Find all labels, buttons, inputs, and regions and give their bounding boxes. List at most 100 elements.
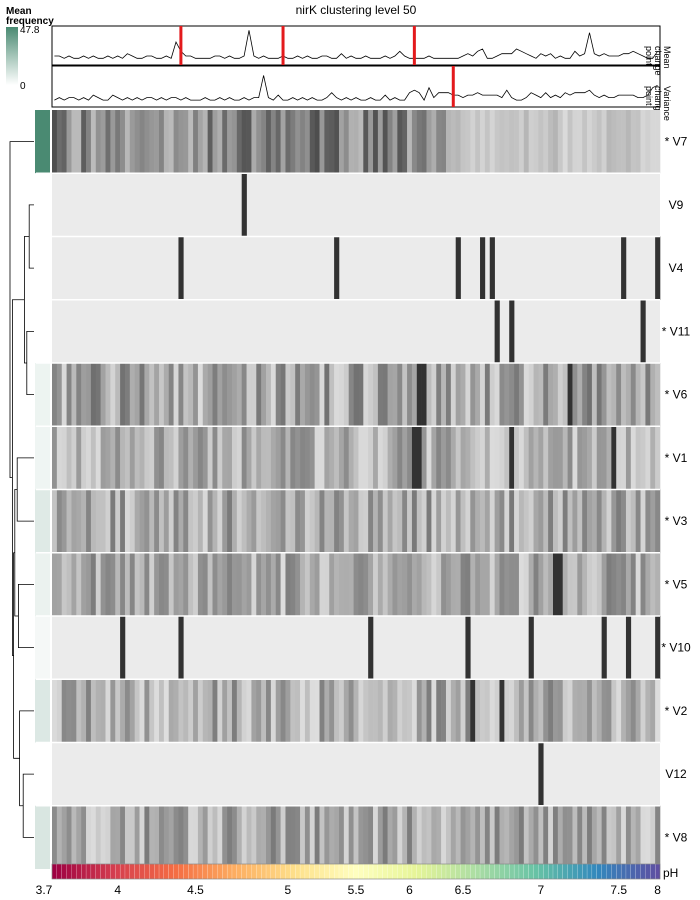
- ph-colorbar-cell: [586, 863, 593, 880]
- ph-colorbar-cell: [173, 863, 179, 880]
- heatmap-cell: [455, 236, 461, 300]
- heatmap-cell: [436, 110, 442, 174]
- heatmap-cell: [290, 552, 296, 616]
- heatmap-cell: [241, 552, 247, 616]
- heatmap-cell: [163, 489, 170, 553]
- heatmap-cell: [621, 426, 627, 490]
- heatmap-cell: [431, 679, 437, 743]
- heatmap-cell: [270, 363, 277, 427]
- sidebar-cell: [35, 173, 50, 237]
- ph-colorbar-cell: [149, 863, 155, 880]
- heatmap-cell: [358, 363, 364, 427]
- heatmap-cell: [212, 489, 218, 553]
- heatmap-cell: [86, 489, 92, 553]
- ph-tick-label: 5: [285, 883, 292, 897]
- heatmap-cell: [445, 489, 452, 553]
- heatmap-cell: [572, 552, 578, 616]
- row-label: * V10: [661, 641, 691, 655]
- ph-colorbar-cell: [625, 863, 632, 880]
- sidebar-cell: [35, 552, 50, 616]
- heatmap-cell: [124, 110, 131, 174]
- ph-colorbar-cell: [105, 863, 111, 880]
- heatmap-cell: [421, 426, 427, 490]
- heatmap-cell: [407, 805, 413, 869]
- heatmap-cell: [484, 679, 491, 743]
- heatmap-cell: [480, 805, 486, 869]
- heatmap-cell: [76, 805, 82, 869]
- heatmap-cell: [188, 552, 194, 616]
- legend-max-label: 47.8: [20, 25, 40, 36]
- heatmap-cell: [227, 426, 233, 490]
- heatmap-cell: [246, 363, 252, 427]
- heatmap-cell: [484, 552, 491, 616]
- heatmap-cell: [261, 110, 267, 174]
- heatmap-cell: [528, 489, 534, 553]
- heatmap-cell: [402, 489, 408, 553]
- heatmap-cell: [387, 363, 393, 427]
- heatmap-cell: [343, 363, 349, 427]
- heatmap-cell: [635, 552, 641, 616]
- heatmap-cell: [134, 805, 140, 869]
- heatmap-cell: [266, 489, 272, 553]
- ph-colorbar-cell: [513, 863, 520, 880]
- heatmap-cell: [261, 805, 267, 869]
- heatmap-cell: [86, 805, 92, 869]
- ph-colorbar-cell: [324, 863, 330, 880]
- ph-colorbar-cell: [577, 863, 583, 880]
- heatmap-cell: [411, 110, 418, 174]
- heatmap-cell: [115, 552, 121, 616]
- heatmap-cell: [52, 552, 58, 616]
- ph-colorbar-cell: [635, 863, 641, 880]
- heatmap-cell: [86, 552, 92, 616]
- heatmap-cell: [163, 426, 170, 490]
- heatmap-cell: [368, 426, 374, 490]
- heatmap-cell: [334, 805, 340, 869]
- heatmap-cell: [319, 489, 325, 553]
- heatmap-cell: [518, 679, 525, 743]
- heatmap-cell: [329, 679, 335, 743]
- heatmap-cell: [358, 489, 364, 553]
- heatmap-cell: [397, 363, 403, 427]
- ph-colorbar-cell: [134, 863, 140, 880]
- heatmap-cell: [76, 552, 82, 616]
- heatmap-cell: [480, 426, 486, 490]
- heatmap-cell: [582, 552, 588, 616]
- heatmap-cell: [285, 805, 291, 869]
- heatmap-cell: [227, 552, 233, 616]
- heatmap-cell: [596, 489, 602, 553]
- heatmap-cell: [266, 363, 272, 427]
- heatmap-cell: [246, 805, 252, 869]
- heatmap-cell: [105, 552, 111, 616]
- heatmap-cell: [630, 552, 636, 616]
- heatmap-cell: [217, 552, 223, 616]
- heatmap-cell: [295, 679, 301, 743]
- heatmap-cell: [606, 363, 612, 427]
- heatmap-cell: [377, 110, 384, 174]
- heatmap-cell: [377, 489, 384, 553]
- heatmap-cell: [616, 363, 622, 427]
- heatmap-cell: [489, 426, 495, 490]
- heatmap-cell: [110, 110, 116, 174]
- heatmap-cell: [338, 679, 345, 743]
- heatmap-cell: [509, 552, 515, 616]
- heatmap-cell: [134, 489, 140, 553]
- heatmap-cell: [611, 679, 617, 743]
- heatmap-cell: [173, 110, 179, 174]
- heatmap-cell: [494, 110, 500, 174]
- heatmap-cell: [343, 489, 349, 553]
- heatmap-cell: [100, 552, 106, 616]
- ph-colorbar-cell: [538, 863, 544, 880]
- heatmap-cell: [621, 363, 627, 427]
- heatmap-cell: [86, 679, 92, 743]
- heatmap-cell: [630, 363, 636, 427]
- heatmap-cell: [533, 110, 539, 174]
- heatmap-cell: [280, 805, 286, 869]
- heatmap-cell: [455, 679, 461, 743]
- heatmap-cell: [436, 679, 442, 743]
- heatmap-cell: [256, 110, 262, 174]
- heatmap-cell: [611, 489, 617, 553]
- heatmap-cell: [625, 363, 632, 427]
- heatmap-cell: [373, 426, 379, 490]
- heatmap-cell: [514, 805, 520, 869]
- ph-colorbar-cell: [377, 863, 384, 880]
